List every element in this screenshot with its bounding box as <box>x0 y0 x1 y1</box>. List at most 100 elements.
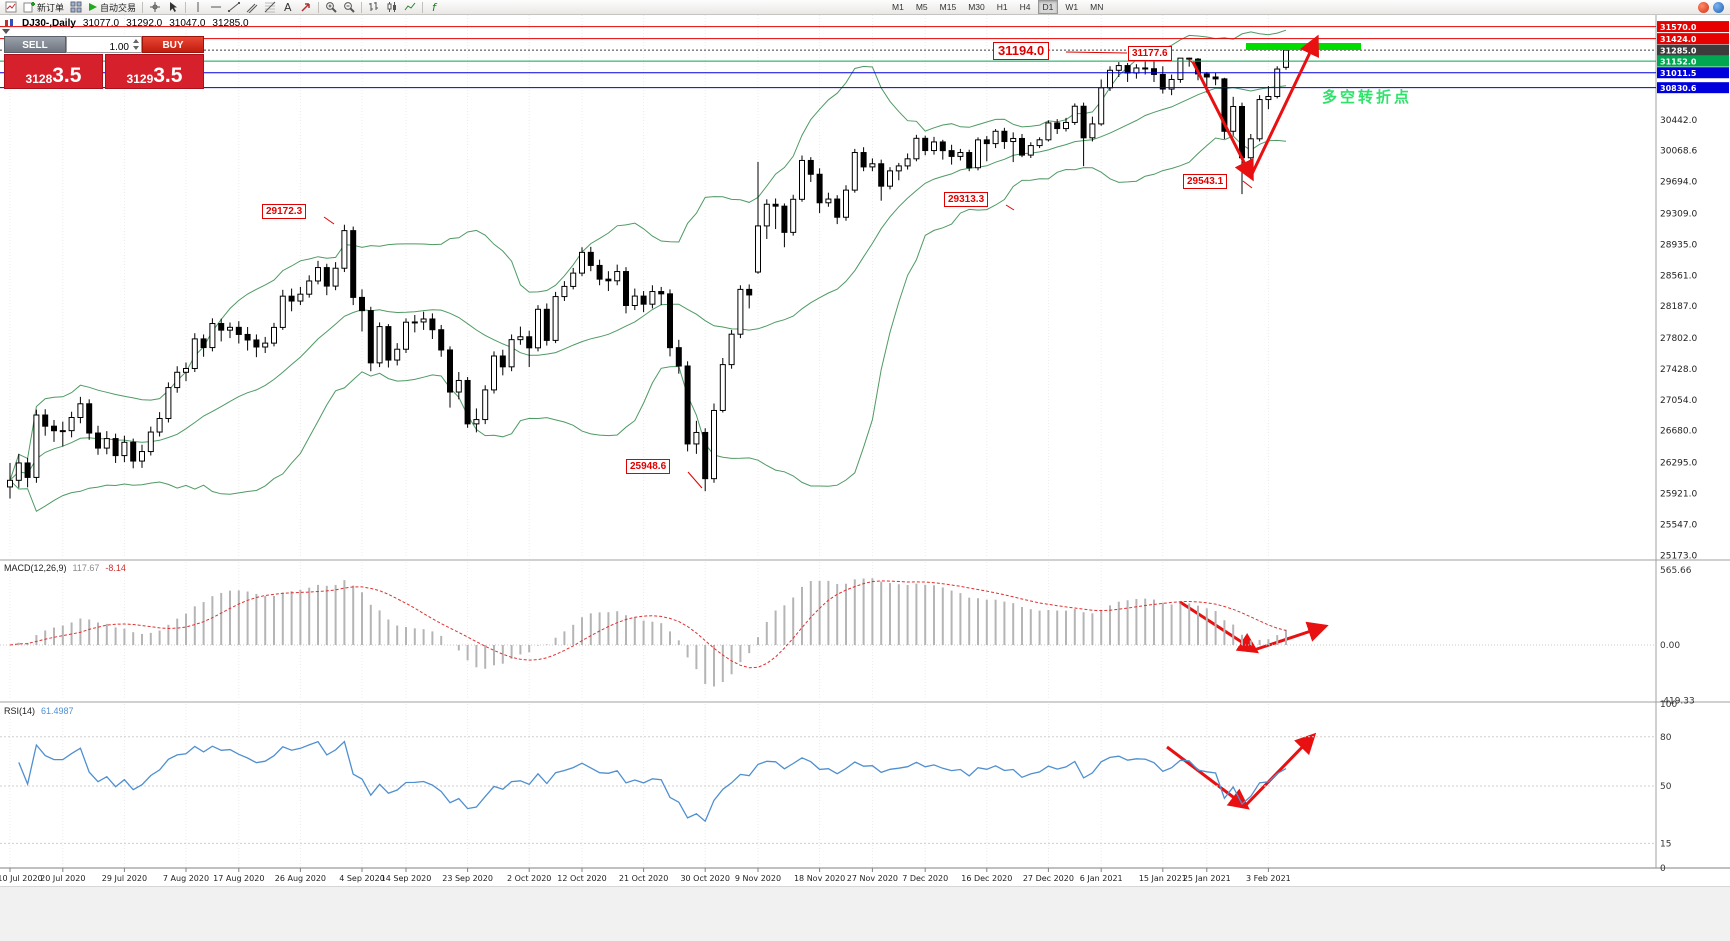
new-order-button[interactable]: 新订单 <box>20 1 67 14</box>
arrows-tool-icon[interactable] <box>297 1 315 14</box>
svg-text:30 Oct 2020: 30 Oct 2020 <box>680 874 729 883</box>
svg-text:7 Dec 2020: 7 Dec 2020 <box>902 874 948 883</box>
svg-text:10 Jul 2020: 10 Jul 2020 <box>0 874 43 883</box>
toolbar-right-group <box>1698 1 1728 13</box>
toolbar-separator <box>361 1 363 13</box>
price-annotation[interactable]: 29313.3 <box>944 192 989 207</box>
svg-text:0: 0 <box>1660 864 1666 874</box>
fibonacci-icon[interactable] <box>261 1 279 14</box>
auto-trading-play-icon <box>89 3 98 11</box>
indicators-icon[interactable]: f <box>426 1 444 14</box>
svg-text:14 Sep 2020: 14 Sep 2020 <box>381 874 432 883</box>
price-annotation[interactable]: 29172.3 <box>262 204 307 219</box>
sell-button[interactable]: SELL <box>4 36 66 53</box>
svg-text:9 Nov 2020: 9 Nov 2020 <box>735 874 781 883</box>
tile-windows-icon[interactable] <box>67 1 85 14</box>
ohlc-open: 31077.0 <box>82 18 120 29</box>
sell-price-big: 3.5 <box>52 64 82 88</box>
timeframe-D1[interactable]: D1 <box>1037 0 1059 14</box>
timeframe-M15[interactable]: M15 <box>939 2 957 12</box>
svg-text:29694.0: 29694.0 <box>1660 178 1697 188</box>
trendline-icon[interactable] <box>225 1 243 14</box>
svg-text:A: A <box>284 1 292 13</box>
svg-text:15: 15 <box>1660 839 1671 849</box>
ohlc-close: 31285.0 <box>212 18 249 29</box>
line-chart-mode-icon[interactable] <box>401 1 419 14</box>
toolbar-separator <box>318 1 320 13</box>
svg-text:27 Nov 2020: 27 Nov 2020 <box>847 874 898 883</box>
svg-text:31285.0: 31285.0 <box>1660 47 1697 56</box>
toolbar-separator <box>185 1 187 13</box>
svg-text:30442.0: 30442.0 <box>1660 116 1697 126</box>
svg-text:27802.0: 27802.0 <box>1660 334 1697 344</box>
svg-text:80: 80 <box>1660 733 1672 743</box>
timeframe-M5[interactable]: M5 <box>915 2 928 12</box>
svg-text:3 Feb 2021: 3 Feb 2021 <box>1246 874 1291 883</box>
svg-text:31011.5: 31011.5 <box>1660 69 1697 78</box>
volume-input[interactable] <box>67 40 141 55</box>
cursor-icon[interactable] <box>164 1 182 14</box>
trade-panel-collapse-icon[interactable] <box>2 29 10 34</box>
svg-text:-419.33: -419.33 <box>1660 697 1695 707</box>
rsi-indicator-label: RSI(14) 61.4987 <box>4 706 74 716</box>
svg-text:25921.0: 25921.0 <box>1660 489 1697 499</box>
svg-text:30830.6: 30830.6 <box>1660 84 1697 93</box>
svg-text:15 Jan 2021: 15 Jan 2021 <box>1139 874 1187 883</box>
buy-button[interactable]: BUY <box>142 36 204 53</box>
macd-indicator-label: MACD(12,26,9) 117.67 -8.14 <box>4 563 126 573</box>
ohlc-low: 31047.0 <box>169 18 206 29</box>
price-annotation[interactable]: 29543.1 <box>1183 174 1228 189</box>
horizontal-line-icon[interactable] <box>207 1 225 14</box>
price-chart-canvas[interactable]: 31570.0 31424.0 31285.0 31152.0 31011.5 30830… <box>0 0 1730 886</box>
timeframe-M30[interactable]: M30 <box>968 2 985 12</box>
macd-title: MACD(12,26,9) <box>4 563 67 573</box>
channel-icon[interactable] <box>243 1 261 14</box>
buy-price-button[interactable]: 3129 3.5 <box>105 54 204 89</box>
rsi-title: RSI(14) <box>4 706 36 716</box>
svg-text:565.66: 565.66 <box>1660 566 1692 576</box>
volume-field <box>66 36 142 55</box>
toolbar: 新订单 自动交易 A <box>0 0 1730 15</box>
text-tool-icon[interactable]: A <box>279 1 297 14</box>
sell-price-button[interactable]: 3128 3.5 <box>4 54 103 89</box>
blue-circle-icon[interactable] <box>1713 1 1724 13</box>
bar-chart-mode-icon[interactable] <box>365 1 383 14</box>
crosshair-icon[interactable] <box>146 1 164 14</box>
red-circle-icon[interactable] <box>1698 1 1709 13</box>
candlestick-mode-icon[interactable] <box>383 1 401 14</box>
price-annotation[interactable]: 31177.6 <box>1128 46 1172 61</box>
buy-price-small: 3129 <box>126 72 154 86</box>
volume-spinner[interactable] <box>131 38 140 51</box>
svg-text:100: 100 <box>1660 700 1677 710</box>
price-annotation[interactable]: 25948.6 <box>626 459 671 474</box>
timeframe-MN[interactable]: MN <box>1090 2 1104 12</box>
toolbar-separator <box>142 1 144 13</box>
svg-text:25 Jan 2021: 25 Jan 2021 <box>1183 874 1231 883</box>
svg-text:28935.0: 28935.0 <box>1660 240 1697 250</box>
svg-text:28187.0: 28187.0 <box>1660 302 1697 312</box>
rsi-value: 61.4987 <box>41 706 74 716</box>
macd-value: 117.67 <box>72 563 100 573</box>
timeframe-H4[interactable]: H4 <box>1019 2 1031 12</box>
svg-text:18 Nov 2020: 18 Nov 2020 <box>794 874 845 883</box>
zoom-out-icon[interactable] <box>340 1 358 14</box>
timeframe-M1[interactable]: M1 <box>892 2 904 12</box>
svg-text:30068.6: 30068.6 <box>1660 147 1697 157</box>
svg-text:25173.0: 25173.0 <box>1660 551 1697 561</box>
vertical-line-icon[interactable] <box>189 1 207 14</box>
auto-trading-button[interactable]: 自动交易 <box>85 1 139 14</box>
toolbar-separator <box>422 1 424 13</box>
turning-point-note[interactable]: 多空转折点 <box>1322 89 1413 106</box>
svg-text:31424.0: 31424.0 <box>1660 35 1697 44</box>
chart-window-icon[interactable] <box>2 1 20 14</box>
svg-text:4 Sep 2020: 4 Sep 2020 <box>339 874 385 883</box>
price-annotation[interactable]: 31194.0 <box>993 42 1050 60</box>
zoom-in-icon[interactable] <box>322 1 340 14</box>
svg-text:16 Dec 2020: 16 Dec 2020 <box>961 874 1012 883</box>
timeframe-W1[interactable]: W1 <box>1065 2 1079 12</box>
svg-text:26680.0: 26680.0 <box>1660 427 1697 437</box>
timeframe-H1[interactable]: H1 <box>996 2 1008 12</box>
svg-text:0.00: 0.00 <box>1660 641 1680 651</box>
